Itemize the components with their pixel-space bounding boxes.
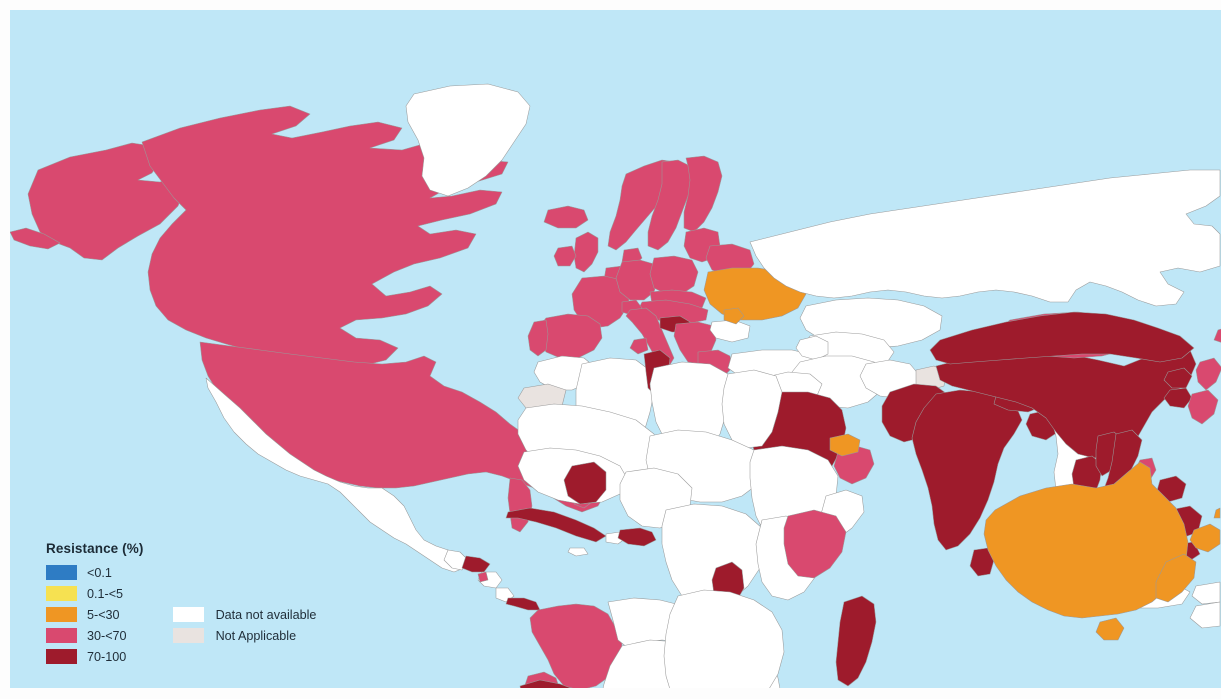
- legend-label: 0.1-<5: [87, 586, 124, 601]
- legend-swatch-no-data: [172, 607, 204, 622]
- legend-label: <0.1: [87, 565, 112, 580]
- country-japan[interactable]: [1188, 326, 1221, 424]
- legend-swatch: [46, 607, 77, 622]
- legend-label: 70-100: [87, 649, 127, 664]
- country-china[interactable]: [936, 344, 1196, 458]
- region-north-america: [10, 84, 708, 610]
- region-oceania: [984, 462, 1220, 640]
- world-map-svg[interactable]: [10, 10, 1221, 688]
- country-kenya[interactable]: [784, 510, 846, 578]
- country-iceland[interactable]: [544, 206, 588, 228]
- world-choropleth-map[interactable]: Resistance (%) <0.1 0.1-<5 5-<30: [10, 10, 1221, 688]
- legend-label: 5-<30: [87, 607, 120, 622]
- legend-label: 30-<70: [87, 628, 127, 643]
- legend-item[interactable]: 0.1-<5: [46, 583, 127, 604]
- country-dominican-republic[interactable]: [618, 528, 656, 546]
- legend-item[interactable]: 70-100: [46, 646, 127, 667]
- country-new-zealand[interactable]: [1156, 524, 1220, 602]
- legend-swatch: [46, 628, 77, 643]
- legend-item[interactable]: 30-<70: [46, 625, 127, 646]
- country-guatemala[interactable]: [444, 550, 468, 570]
- legend-swatch: [46, 565, 77, 580]
- country-cote-divoire[interactable]: [564, 462, 606, 504]
- legend-title: Resistance (%): [46, 541, 144, 556]
- country-mexico[interactable]: [206, 378, 464, 572]
- country-portugal[interactable]: [528, 320, 548, 356]
- country-finland[interactable]: [684, 156, 722, 232]
- country-tasmania[interactable]: [1096, 618, 1124, 640]
- region-europe: [528, 156, 828, 382]
- legend-item-not-applicable[interactable]: Not Applicable: [172, 625, 317, 646]
- region-africa: [518, 350, 876, 688]
- legend-label: Data not available: [215, 607, 317, 622]
- country-ireland[interactable]: [554, 246, 576, 266]
- legend-extra-column: Data not available Not Applicable: [172, 604, 317, 646]
- legend-item[interactable]: <0.1: [46, 562, 127, 583]
- legend-swatch: [46, 586, 77, 601]
- country-papua-new-guinea[interactable]: [1190, 602, 1220, 628]
- legend-item[interactable]: 5-<30: [46, 604, 127, 625]
- legend-swatch-not-applicable: [172, 628, 204, 643]
- map-legend: Resistance (%) <0.1 0.1-<5 5-<30: [46, 541, 346, 667]
- country-egypt[interactable]: [722, 370, 782, 448]
- legend-swatch: [46, 649, 77, 664]
- legend-scale-column: <0.1 0.1-<5 5-<30 30-<70: [46, 562, 127, 667]
- country-greenland[interactable]: [406, 84, 530, 196]
- country-south-korea[interactable]: [1164, 388, 1192, 408]
- country-jamaica[interactable]: [568, 548, 588, 556]
- country-germany[interactable]: [616, 260, 658, 300]
- country-uae[interactable]: [830, 434, 860, 456]
- country-moldova[interactable]: [724, 308, 744, 324]
- country-china-north[interactable]: [930, 312, 1194, 364]
- country-pacific-islands[interactable]: [1214, 508, 1220, 518]
- country-panama[interactable]: [506, 598, 540, 610]
- country-honduras[interactable]: [462, 556, 490, 572]
- country-southern-africa[interactable]: [664, 590, 784, 688]
- country-uk[interactable]: [574, 232, 598, 272]
- country-peru[interactable]: [520, 680, 630, 688]
- country-poland[interactable]: [650, 256, 698, 294]
- country-alaska-aleutians[interactable]: [10, 228, 60, 249]
- legend-label: Not Applicable: [215, 628, 297, 643]
- country-colombia[interactable]: [530, 604, 622, 688]
- country-madagascar[interactable]: [836, 596, 876, 686]
- country-cuba[interactable]: [506, 508, 606, 542]
- legend-item-no-data[interactable]: Data not available: [172, 604, 317, 625]
- country-canada[interactable]: [142, 106, 508, 368]
- country-russia[interactable]: [750, 170, 1220, 306]
- country-galapagos[interactable]: [478, 572, 488, 582]
